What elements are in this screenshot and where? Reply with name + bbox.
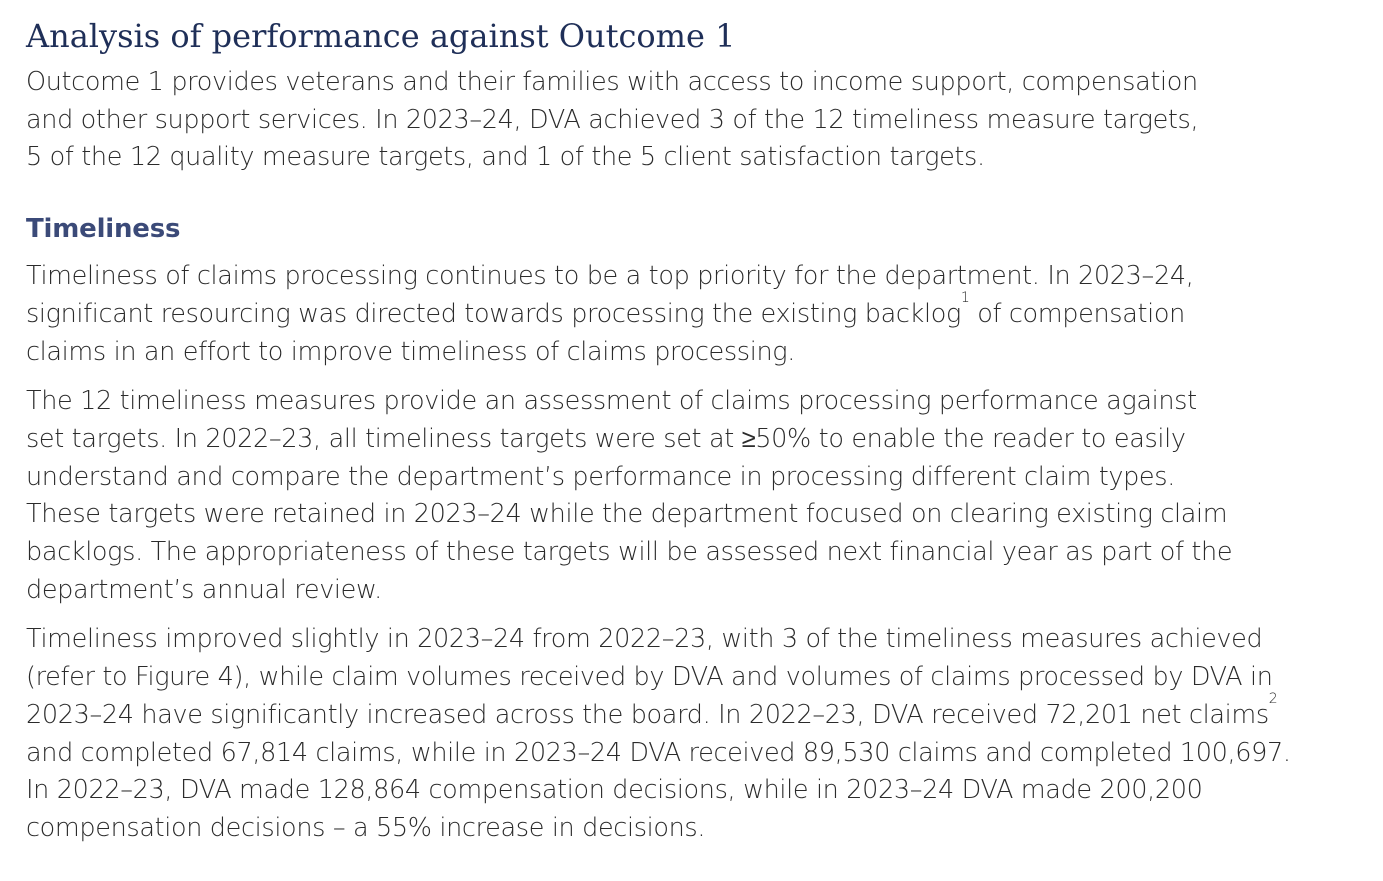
- text-line: The 12 timeliness measures provide an as…: [26, 386, 1197, 417]
- footnote-ref-2: 2: [1268, 690, 1278, 707]
- text-line: and other support services. In 2023–24, …: [26, 104, 1199, 135]
- text-line: backlogs. The appropriateness of these t…: [26, 537, 1233, 568]
- text-line: (refer to Figure 4), while claim volumes…: [26, 662, 1273, 693]
- text-line: understand and compare the department’s …: [26, 461, 1175, 492]
- text-line: In 2022–23, DVA made 128,864 compensatio…: [26, 775, 1203, 806]
- text-line: Timeliness of claims processing continue…: [26, 261, 1194, 292]
- text-line: claims in an effort to improve timelines…: [26, 336, 795, 367]
- document-page: Analysis of performance against Outcome …: [26, 0, 1371, 848]
- timeliness-paragraph-1: Timeliness of claims processing continue…: [26, 258, 1371, 371]
- page-title: Analysis of performance against Outcome …: [26, 17, 736, 55]
- text-line: set targets. In 2022–23, all timeliness …: [26, 423, 1186, 454]
- text-segment: significant resourcing was directed towa…: [26, 298, 961, 329]
- text-line: compensation decisions – a 55% increase …: [26, 812, 706, 843]
- text-line: department’s annual review.: [26, 574, 382, 605]
- text-line: and completed 67,814 claims, while in 20…: [26, 737, 1291, 768]
- text-line: Outcome 1 provides veterans and their fa…: [26, 67, 1198, 97]
- text-segment: of compensation: [969, 298, 1185, 329]
- footnote-ref-1: 1: [960, 289, 970, 306]
- text-segment: 2023–24 have significantly increased acr…: [26, 699, 1269, 730]
- section-heading-timeliness: Timeliness: [26, 214, 181, 245]
- text-line: significant resourcing was directed towa…: [26, 291, 1371, 334]
- timeliness-paragraph-3: Timeliness improved slightly in 2023–24 …: [26, 621, 1371, 847]
- timeliness-paragraph-2: The 12 timeliness measures provide an as…: [26, 383, 1371, 609]
- intro-paragraph: Outcome 1 provides veterans and their fa…: [26, 64, 1371, 177]
- text-line: These targets were retained in 2023–24 w…: [26, 499, 1228, 530]
- text-line: 2023–24 have significantly increased acr…: [26, 692, 1371, 735]
- text-line: Timeliness improved slightly in 2023–24 …: [26, 624, 1263, 655]
- text-line: 5 of the 12 quality measure targets, and…: [26, 142, 985, 173]
